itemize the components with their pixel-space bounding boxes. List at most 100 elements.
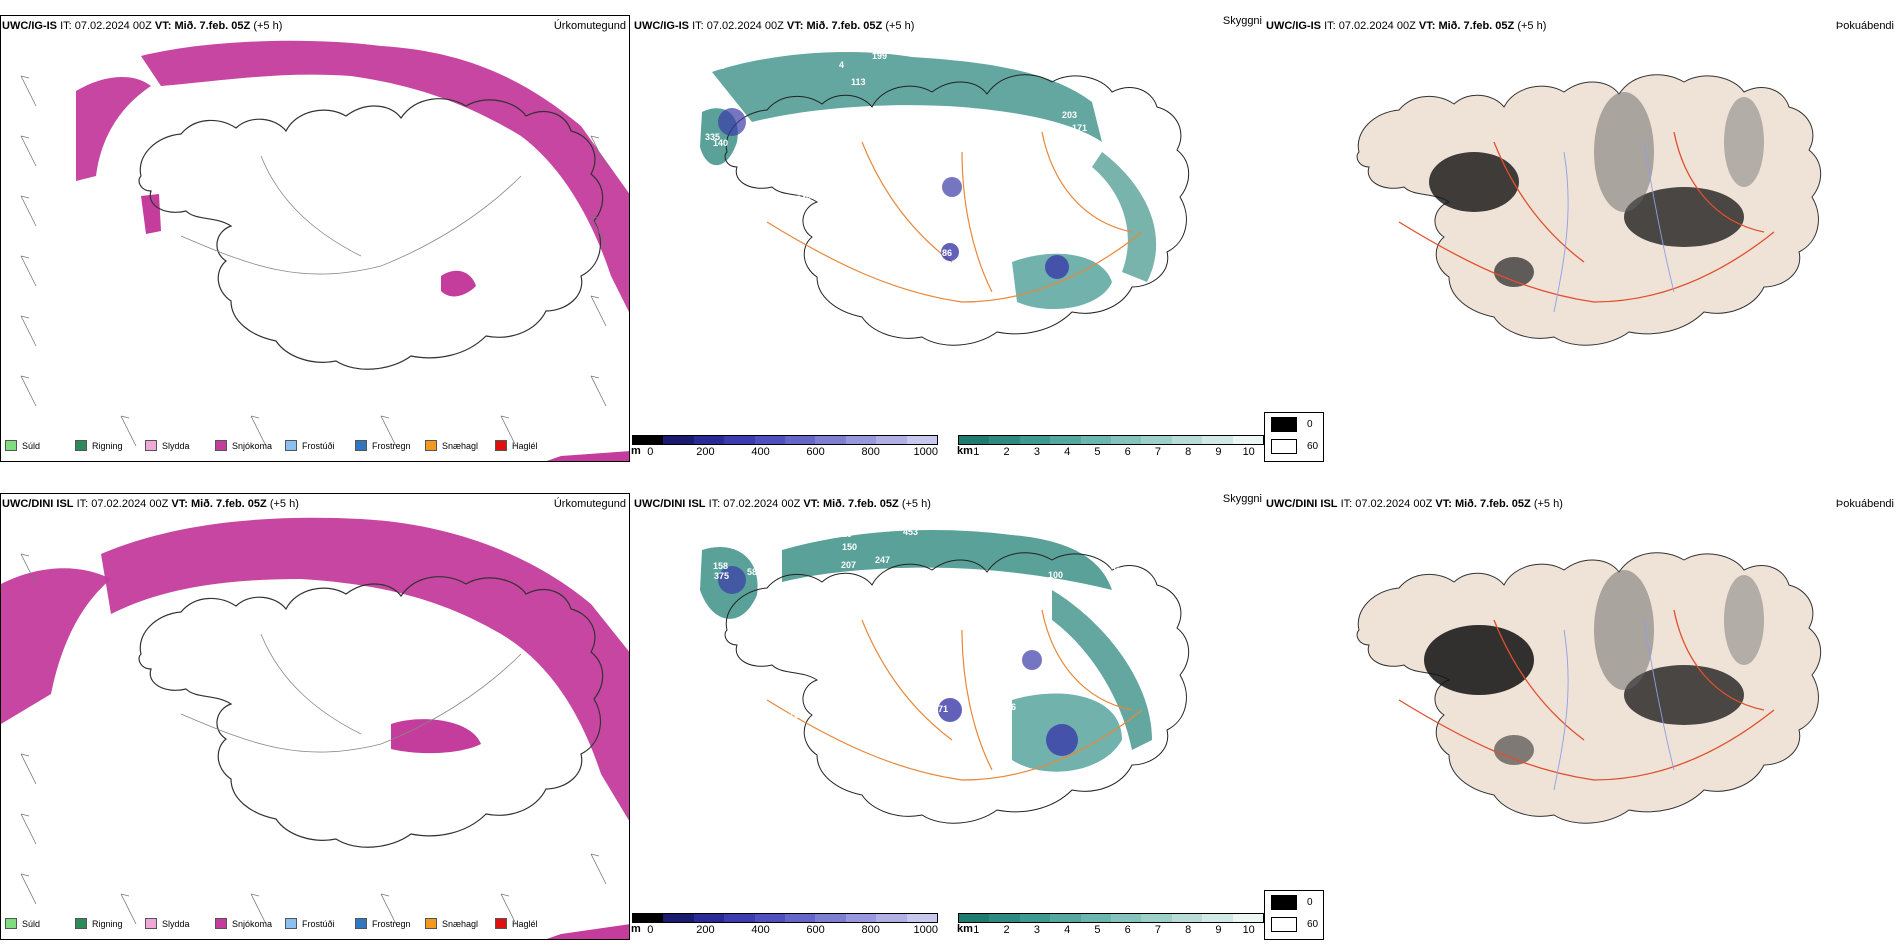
cloud-base-label: 129	[1027, 200, 1042, 210]
cloud-base-label: 96	[1042, 232, 1052, 242]
cloud-base-label: 275	[980, 702, 995, 712]
panel-type-label: Úrkomutegund	[553, 20, 626, 32]
colorbar-segment	[876, 914, 907, 922]
legend-swatch	[215, 440, 227, 451]
it-label: IT:	[60, 20, 72, 32]
legend-swatch	[425, 918, 437, 929]
colorbar-segment	[989, 436, 1020, 444]
cloud-base-label: 585	[747, 567, 762, 577]
lead-time: (+5 h)	[885, 20, 915, 32]
vt-value: Mið. 7.feb. 05Z	[806, 20, 883, 32]
cloud-base-label: 203	[1062, 110, 1077, 120]
vt-value: Mið. 7.feb. 05Z	[1454, 498, 1531, 510]
colorbar-tick-label: 8	[1185, 446, 1192, 458]
precip-type-map: Súld Rigning Slydda Snjókoma Frostúði Fr…	[0, 15, 630, 462]
model-name: UWC/DINI ISL	[1266, 498, 1338, 510]
legend-item: Frostúði	[285, 440, 355, 451]
snow-patch-east	[391, 719, 481, 754]
panel-title: UWC/DINI ISL IT: 07.02.2024 00Z VT: Mið.…	[1266, 498, 1563, 510]
colorbar-tick-label: 400	[751, 446, 770, 458]
colorbar-segment	[1080, 436, 1112, 444]
legend-swatch	[285, 918, 297, 929]
cloud-base-label: 171	[933, 704, 948, 714]
precip-type-panel: UWC/DINI ISL IT: 07.02.2024 00Z VT: Mið.…	[0, 478, 632, 948]
colorbar-segment	[815, 914, 846, 922]
fog-swatch	[1271, 916, 1297, 932]
cloud-base-label: 247	[875, 555, 890, 565]
fog-shading	[1429, 92, 1764, 287]
colorbar-segment	[754, 914, 786, 922]
vt-label: VT:	[1418, 20, 1436, 32]
cloud-base-label: 163	[710, 61, 725, 71]
colorbar-tick-label: 200	[696, 924, 715, 936]
precip-type-map-svg	[20, 40, 629, 461]
cloud-base-label: 264	[754, 621, 769, 631]
cloud-base-label: 375	[714, 571, 729, 581]
precip-colorbar-strip	[632, 435, 938, 445]
colorbar-segment	[693, 436, 725, 444]
fog-swatch	[1271, 416, 1297, 432]
road-network	[766, 131, 1143, 303]
legend-label: Haglél	[512, 440, 538, 451]
legend-item: Frostregn	[355, 440, 425, 451]
road-line	[260, 155, 362, 257]
legend-item: Rigning	[75, 918, 145, 929]
legend-label: Rigning	[92, 440, 123, 451]
legend-item: Haglél	[495, 918, 565, 929]
cloud-colorbar-strip	[958, 913, 1264, 923]
cloud-base-label: 109	[1095, 596, 1110, 606]
legend-label: Snjókoma	[232, 918, 273, 929]
it-label: IT:	[708, 498, 721, 510]
lead-time: (+5 h)	[253, 20, 283, 32]
iceland-outline	[724, 74, 1190, 346]
legend-swatch	[355, 918, 367, 929]
cloud-base-label: 336	[1001, 702, 1016, 712]
legend-swatch	[215, 918, 227, 929]
legend-item: Súld	[5, 440, 75, 451]
it-value: 07.02.2024 00Z	[1338, 20, 1416, 32]
colorbar-segment	[876, 436, 907, 444]
colorbar-tick-label: 2	[1003, 446, 1010, 458]
vt-label: VT:	[1435, 498, 1452, 510]
lead-time: (+5 h)	[1517, 20, 1547, 32]
legend-swatch	[425, 440, 437, 451]
forecast-row-dini-isl: UWC/DINI ISL IT: 07.02.2024 00Z VT: Mið.…	[0, 478, 1900, 948]
precip-colorbar-unit: m	[631, 445, 641, 457]
precip-colorbar-strip	[632, 913, 938, 923]
cloud-colorbar-ticks: 1 2 3 4 5 6 7 8 9 10	[958, 923, 1264, 937]
legend-label: Snæhagl	[442, 440, 479, 451]
precip-colorbar-ticks: 0 200 400 600 800 1000	[632, 445, 938, 459]
colorbar-tick-label: 3	[1033, 446, 1040, 458]
cloud-base-labels: 962 4 92 923 270 140 199 171 86 346 335 113 203 129 19…	[705, 46, 1147, 258]
colorbar-tick-label: 1	[973, 446, 980, 458]
legend-label: Haglél	[512, 918, 538, 929]
colorbar-tick-label: 0	[647, 924, 654, 936]
legend-label: Frostregn	[372, 440, 411, 451]
cloud-base-label: 92	[1121, 103, 1131, 113]
colorbar-tick-label: 6	[1124, 924, 1131, 936]
cloud-base-label: 94	[731, 523, 741, 533]
panel-type-label: Skyggni	[1222, 15, 1262, 27]
precip-type-legend: Súld Rigning Slydda Snjókoma Frostúði Fr…	[5, 918, 565, 929]
rivers	[1553, 619, 1675, 791]
legend-swatch	[75, 440, 87, 451]
snow-patch-west	[141, 194, 161, 234]
colorbar-segment	[663, 436, 694, 444]
legend-label: Súld	[22, 918, 41, 929]
cloud-base-label: 328	[1106, 566, 1121, 576]
cloud-base-label: 175	[1132, 135, 1147, 145]
cloud-base-label: 171	[1072, 123, 1087, 133]
legend-swatch	[5, 918, 17, 929]
cloud-band-east	[1052, 590, 1152, 750]
fog-legend-label: 60	[1307, 918, 1319, 930]
colorbar-segment	[1111, 914, 1142, 922]
snow-band-north	[101, 517, 629, 821]
fog-map-svg	[1356, 74, 1822, 346]
colorbar-segment	[1111, 436, 1142, 444]
cloud-band-north	[712, 52, 1102, 142]
road-network	[1398, 131, 1775, 303]
fog-panel: UWC/IG-IS IT: 07.02.2024 00Z VT: Mið. 7.…	[1264, 0, 1900, 470]
colorbar-segment	[785, 436, 816, 444]
colorbar-tick-label: 0	[647, 446, 654, 458]
colorbar-segment	[785, 914, 816, 922]
